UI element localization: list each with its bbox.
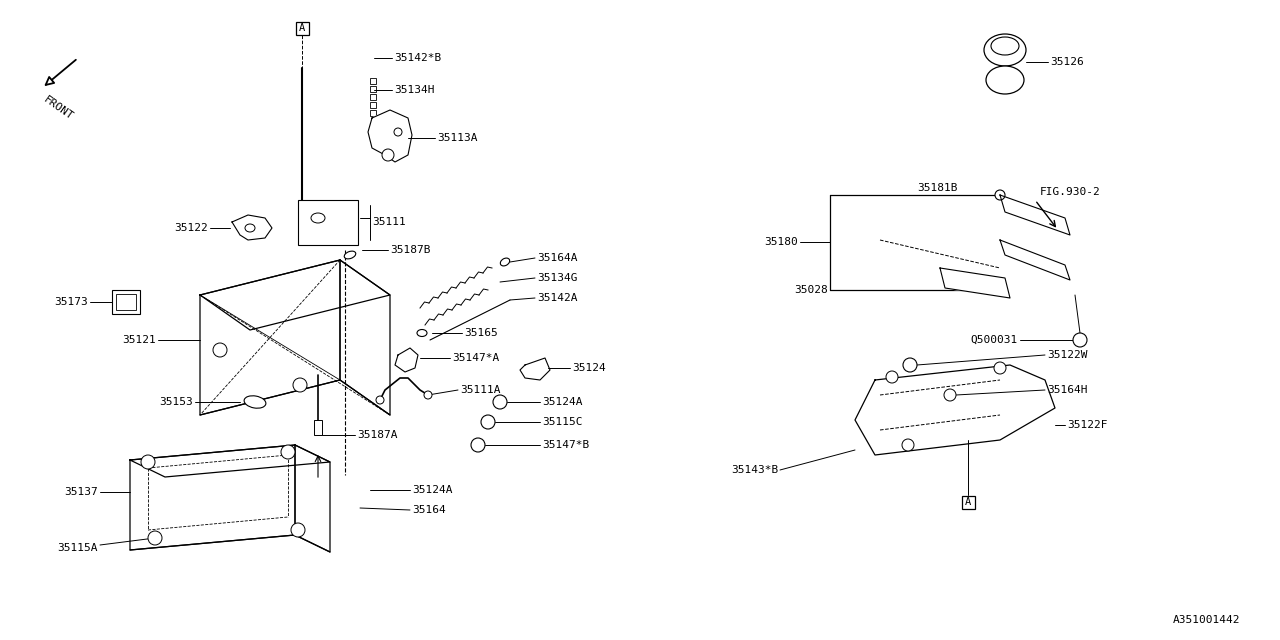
Polygon shape (131, 445, 294, 550)
Circle shape (902, 358, 916, 372)
Text: 35187B: 35187B (390, 245, 430, 255)
Text: 35180: 35180 (764, 237, 797, 247)
Circle shape (291, 523, 305, 537)
Circle shape (493, 395, 507, 409)
Text: 35143*B: 35143*B (731, 465, 778, 475)
Ellipse shape (500, 258, 509, 266)
Text: A: A (965, 497, 972, 507)
Text: 35164H: 35164H (1047, 385, 1088, 395)
Text: 35115A: 35115A (58, 543, 99, 553)
Bar (961, 495, 974, 509)
Bar (370, 110, 376, 116)
Text: 35147*A: 35147*A (452, 353, 499, 363)
Text: 35153: 35153 (159, 397, 193, 407)
Circle shape (1073, 333, 1087, 347)
Text: 35164A: 35164A (538, 253, 577, 263)
Polygon shape (200, 260, 390, 330)
Text: 35124A: 35124A (541, 397, 582, 407)
Ellipse shape (244, 224, 255, 232)
Bar (370, 94, 376, 100)
Circle shape (995, 362, 1006, 374)
Text: 35187A: 35187A (357, 430, 398, 440)
Ellipse shape (991, 37, 1019, 55)
Text: 35142*B: 35142*B (394, 53, 442, 63)
Circle shape (945, 389, 956, 401)
Bar (370, 102, 376, 108)
Polygon shape (1000, 195, 1070, 235)
Text: 35134G: 35134G (538, 273, 577, 283)
Text: 35164: 35164 (412, 505, 445, 515)
Text: 35111A: 35111A (460, 385, 500, 395)
Ellipse shape (344, 251, 356, 259)
Circle shape (902, 439, 914, 451)
Text: Q500031: Q500031 (970, 335, 1018, 345)
Text: 35122F: 35122F (1068, 420, 1107, 430)
Text: 35134H: 35134H (394, 85, 434, 95)
Bar (314, 420, 323, 435)
Text: 35122: 35122 (174, 223, 209, 233)
Circle shape (394, 128, 402, 136)
Circle shape (995, 190, 1005, 200)
Bar (370, 78, 376, 84)
Ellipse shape (311, 213, 325, 223)
Bar (370, 86, 376, 92)
Polygon shape (200, 260, 340, 415)
Polygon shape (340, 260, 390, 415)
Ellipse shape (984, 34, 1027, 66)
Text: 35165: 35165 (465, 328, 498, 338)
Text: 35124: 35124 (572, 363, 605, 373)
Text: 35111: 35111 (372, 217, 406, 227)
Polygon shape (131, 445, 330, 477)
Bar (113, 290, 140, 314)
Circle shape (293, 378, 307, 392)
Circle shape (381, 149, 394, 161)
Polygon shape (855, 365, 1055, 455)
Text: 35126: 35126 (1050, 57, 1084, 67)
Text: FRONT: FRONT (41, 94, 74, 122)
Circle shape (282, 445, 294, 459)
Circle shape (424, 391, 433, 399)
Text: FIG.930-2: FIG.930-2 (1039, 187, 1101, 197)
Circle shape (141, 455, 155, 469)
Polygon shape (294, 445, 330, 552)
Text: 35181B: 35181B (918, 183, 957, 193)
Circle shape (481, 415, 495, 429)
Text: 35028: 35028 (795, 285, 828, 295)
Text: 35137: 35137 (64, 487, 99, 497)
Text: 35147*B: 35147*B (541, 440, 589, 450)
Polygon shape (232, 215, 273, 240)
Ellipse shape (986, 66, 1024, 94)
Text: A: A (298, 23, 305, 33)
Polygon shape (940, 268, 1010, 298)
Text: 35115C: 35115C (541, 417, 582, 427)
Text: 35124A: 35124A (412, 485, 453, 495)
Polygon shape (369, 110, 412, 162)
Polygon shape (1000, 240, 1070, 280)
Circle shape (471, 438, 485, 452)
Circle shape (376, 396, 384, 404)
Text: A351001442: A351001442 (1172, 615, 1240, 625)
Ellipse shape (244, 396, 266, 408)
Text: 35121: 35121 (123, 335, 156, 345)
Text: 35173: 35173 (54, 297, 88, 307)
Polygon shape (396, 348, 419, 372)
Bar (116, 294, 136, 310)
Text: 35142A: 35142A (538, 293, 577, 303)
Text: 35113A: 35113A (436, 133, 477, 143)
Ellipse shape (417, 330, 428, 337)
Circle shape (148, 531, 163, 545)
Bar (298, 200, 358, 245)
Circle shape (886, 371, 899, 383)
Polygon shape (520, 358, 550, 380)
Circle shape (212, 343, 227, 357)
Text: 35122W: 35122W (1047, 350, 1088, 360)
Bar (296, 22, 308, 35)
